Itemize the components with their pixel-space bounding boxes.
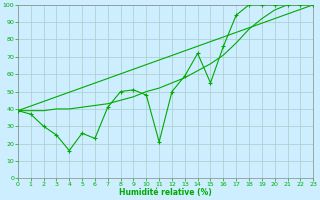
X-axis label: Humidité relative (%): Humidité relative (%) <box>119 188 212 197</box>
